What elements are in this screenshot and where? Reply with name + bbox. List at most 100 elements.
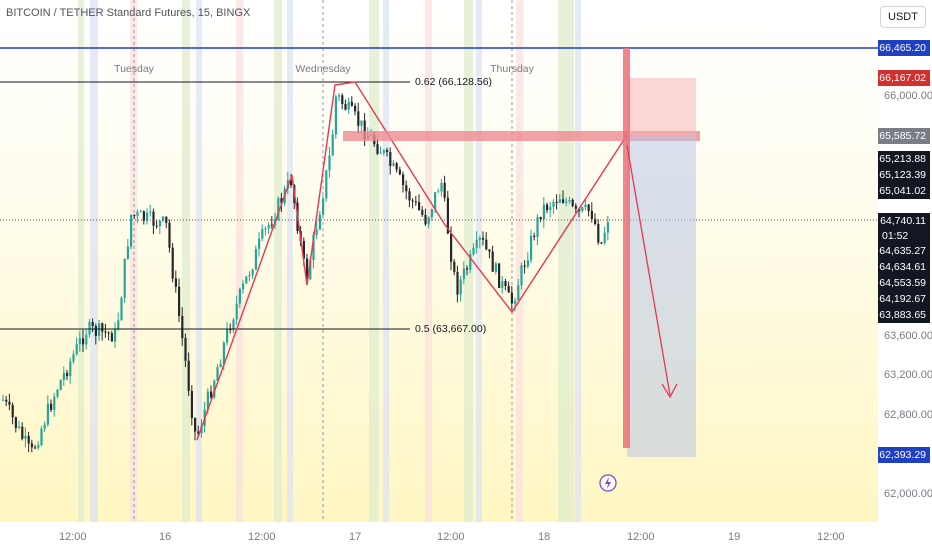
- session-band: [383, 0, 389, 522]
- candle-body: [520, 265, 523, 286]
- time-tick: 16: [159, 531, 172, 543]
- candle-body: [110, 333, 113, 342]
- candle-body: [581, 207, 584, 212]
- candle-body: [318, 214, 321, 230]
- candle-body: [501, 281, 504, 288]
- candle-body: [392, 163, 395, 166]
- candle-body: [584, 204, 587, 208]
- price-tag-info: 65,041.02: [878, 183, 930, 199]
- candle-body: [82, 338, 85, 345]
- candle-body: [565, 201, 568, 203]
- candle-body: [514, 300, 517, 304]
- price-tag-info: 65,123.39: [878, 167, 930, 183]
- candle-body: [267, 224, 270, 229]
- candle-body: [18, 426, 21, 428]
- time-tick: 12:00: [437, 531, 465, 543]
- candle-body: [149, 211, 152, 213]
- candle-body: [446, 197, 449, 234]
- candle-body: [491, 251, 494, 272]
- candle-body: [11, 404, 14, 418]
- candle-body: [43, 424, 46, 429]
- currency-button[interactable]: USDT: [880, 6, 926, 28]
- time-tick: 12:00: [59, 531, 87, 543]
- candle-body: [24, 435, 27, 439]
- candle-body: [357, 111, 360, 126]
- candle-body: [104, 331, 107, 333]
- candle-body: [162, 216, 165, 221]
- candle-body: [194, 418, 197, 432]
- candle-body: [91, 322, 94, 326]
- session-band: [369, 0, 379, 522]
- candle-body: [338, 95, 341, 97]
- candle-body: [434, 192, 437, 210]
- vertical-marker-bar: [623, 48, 630, 448]
- candle-body: [174, 278, 177, 287]
- candle-body: [264, 228, 267, 230]
- candle-body: [530, 235, 533, 261]
- candle-body: [235, 303, 238, 320]
- candle-body: [376, 144, 379, 154]
- candle-body: [245, 276, 248, 284]
- candle-body: [126, 246, 129, 259]
- candle-body: [130, 214, 133, 247]
- candle-body: [107, 332, 110, 334]
- candle-body: [510, 292, 513, 304]
- candle-body: [21, 426, 24, 439]
- candle-body: [197, 431, 200, 434]
- day-label-tuesday: Tuesday: [114, 63, 154, 75]
- candle-body: [466, 268, 469, 270]
- candle-body: [158, 220, 161, 227]
- take-profit-zone: [627, 135, 696, 457]
- candle-body: [69, 361, 72, 377]
- candle-body: [50, 403, 53, 410]
- candle-body: [590, 210, 593, 219]
- time-tick: 18: [538, 531, 551, 543]
- candle-body: [222, 342, 225, 364]
- candle-body: [226, 328, 229, 343]
- flash-icon-bolt: [605, 477, 611, 489]
- candle-body: [562, 199, 565, 203]
- candle-body: [536, 216, 539, 237]
- candle-body: [155, 225, 158, 227]
- candle-body: [440, 182, 443, 192]
- candle-body: [498, 263, 501, 288]
- candle-body: [555, 201, 558, 203]
- price-tick: 63,600.00: [884, 330, 932, 342]
- candle-body: [40, 428, 43, 446]
- price-tag-last: 64,740.11: [878, 213, 930, 229]
- candle-body: [146, 212, 149, 221]
- time-tick: 12:00: [248, 531, 276, 543]
- candle-body: [322, 198, 325, 215]
- chart-background: [0, 0, 878, 522]
- candle-body: [437, 191, 440, 193]
- candle-body: [344, 103, 347, 110]
- candle-body: [398, 169, 401, 175]
- candle-body: [30, 443, 33, 448]
- candle-body: [405, 185, 408, 192]
- candle-body: [46, 403, 49, 425]
- session-band: [274, 0, 282, 522]
- candle-body: [187, 360, 190, 391]
- candle-body: [552, 201, 555, 207]
- day-label-thursday: Thursday: [490, 63, 534, 75]
- candle-body: [216, 367, 219, 381]
- candle-body: [101, 323, 104, 332]
- candle-body: [133, 214, 136, 216]
- candle-body: [251, 269, 254, 276]
- candle-body: [488, 249, 491, 252]
- candle-body: [200, 425, 203, 434]
- candle-body: [414, 201, 417, 203]
- candle-body: [462, 268, 465, 280]
- candle-body: [424, 214, 427, 225]
- candle-body: [533, 235, 536, 237]
- candle-body: [450, 233, 453, 262]
- day-dividers: [133, 0, 513, 522]
- candle-body: [56, 389, 59, 397]
- candle-body: [34, 447, 37, 449]
- symbol-title: BITCOIN / TETHER Standard Futures, 15, B…: [6, 7, 251, 19]
- price-tag-stop: 66,167.02: [878, 70, 930, 86]
- candle-body: [242, 283, 245, 290]
- candle-body: [606, 222, 609, 233]
